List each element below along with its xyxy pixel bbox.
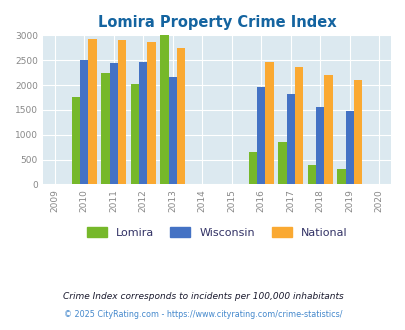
Bar (101, 73, 109, 184)
Bar (353, 80, 361, 184)
Bar (256, 87, 264, 184)
Bar (286, 94, 294, 184)
Legend: Lomira, Wisconsin, National: Lomira, Wisconsin, National (82, 223, 351, 243)
Bar (147, 42, 155, 184)
Text: © 2025 CityRating.com - https://www.cityrating.com/crime-statistics/: © 2025 CityRating.com - https://www.city… (64, 311, 341, 319)
Bar (168, 77, 176, 184)
Bar (277, 142, 286, 184)
Bar (139, 62, 147, 184)
Bar (130, 84, 139, 184)
Bar (315, 107, 324, 184)
Bar (109, 63, 117, 184)
Text: Crime Index corresponds to incidents per 100,000 inhabitants: Crime Index corresponds to incidents per… (62, 292, 343, 301)
Bar (264, 62, 273, 184)
Bar (80, 60, 88, 184)
Bar (160, 35, 168, 184)
Title: Lomira Property Crime Index: Lomira Property Crime Index (97, 15, 335, 30)
Bar (176, 48, 185, 184)
Bar (324, 75, 332, 184)
Bar (307, 164, 315, 184)
Bar (72, 97, 80, 184)
Bar (337, 170, 345, 184)
Bar (88, 39, 96, 184)
Bar (117, 40, 126, 184)
Bar (294, 67, 303, 184)
Bar (248, 152, 256, 184)
Bar (345, 111, 353, 184)
